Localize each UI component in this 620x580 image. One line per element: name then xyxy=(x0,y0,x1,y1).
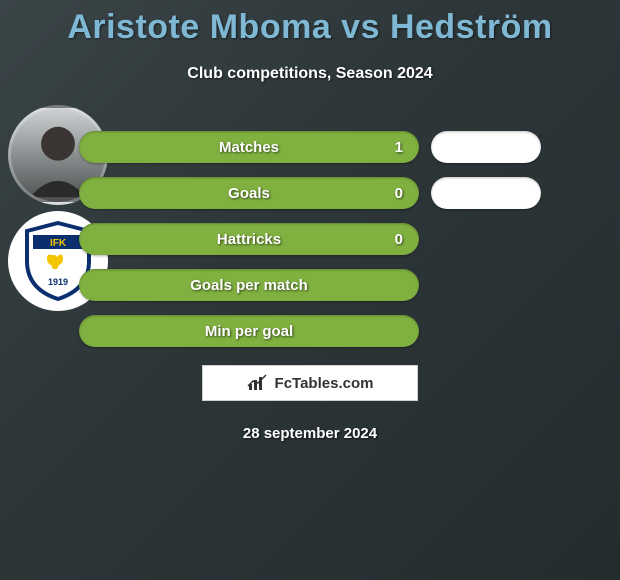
page-title: Aristote Mboma vs Hedström xyxy=(0,8,620,47)
stat-left-value: 0 xyxy=(395,231,403,248)
stat-left-pill: Hattricks 0 xyxy=(79,223,419,255)
subtitle: Club competitions, Season 2024 xyxy=(0,65,620,83)
footer-date: 28 september 2024 xyxy=(0,425,620,442)
stat-left-pill: Goals 0 xyxy=(79,177,419,209)
stat-right-spacer xyxy=(431,239,541,240)
stat-label: Goals xyxy=(228,185,270,202)
stat-row: Matches 1 xyxy=(0,131,620,163)
stat-left-pill: Matches 1 xyxy=(79,131,419,163)
stat-right-spacer xyxy=(431,285,541,286)
stat-row: Goals 0 xyxy=(0,177,620,209)
stat-label: Min per goal xyxy=(205,323,293,340)
stat-left-pill: Min per goal xyxy=(79,315,419,347)
stat-label: Goals per match xyxy=(190,277,308,294)
stat-row: Hattricks 0 xyxy=(0,223,620,255)
svg-text:1919: 1919 xyxy=(48,277,68,287)
stat-row: Min per goal xyxy=(0,315,620,347)
stat-left-pill: Goals per match xyxy=(79,269,419,301)
stat-right-pill xyxy=(431,177,541,209)
stat-row: Goals per match xyxy=(0,269,620,301)
chart-icon xyxy=(247,374,269,392)
stat-right-pill xyxy=(431,131,541,163)
attribution-text: FcTables.com xyxy=(275,375,374,392)
attribution-box: FcTables.com xyxy=(202,365,418,401)
stat-label: Hattricks xyxy=(217,231,281,248)
stat-left-value: 0 xyxy=(395,185,403,202)
stat-left-value: 1 xyxy=(395,139,403,156)
stat-right-spacer xyxy=(431,331,541,332)
stat-label: Matches xyxy=(219,139,279,156)
svg-text:IFK: IFK xyxy=(50,238,67,249)
